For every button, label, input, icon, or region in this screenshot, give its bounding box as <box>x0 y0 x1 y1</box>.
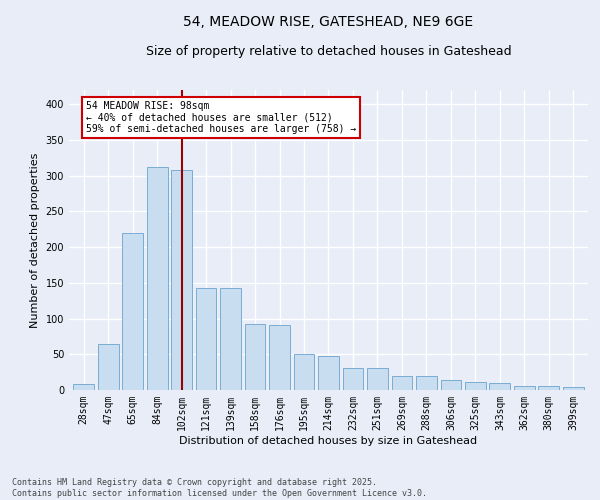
Text: Contains HM Land Registry data © Crown copyright and database right 2025.
Contai: Contains HM Land Registry data © Crown c… <box>12 478 427 498</box>
Bar <box>98 344 119 390</box>
Text: 54, MEADOW RISE, GATESHEAD, NE9 6GE: 54, MEADOW RISE, GATESHEAD, NE9 6GE <box>184 15 473 29</box>
Bar <box>392 376 412 390</box>
Bar <box>196 288 217 390</box>
Bar <box>490 383 510 390</box>
Bar <box>440 380 461 390</box>
X-axis label: Distribution of detached houses by size in Gateshead: Distribution of detached houses by size … <box>179 436 478 446</box>
Bar <box>465 382 486 390</box>
Bar <box>563 387 584 390</box>
Bar <box>538 386 559 390</box>
Bar <box>73 384 94 390</box>
Bar <box>367 368 388 390</box>
Bar <box>122 233 143 390</box>
Text: 54 MEADOW RISE: 98sqm
← 40% of detached houses are smaller (512)
59% of semi-det: 54 MEADOW RISE: 98sqm ← 40% of detached … <box>86 100 356 134</box>
Bar <box>269 325 290 390</box>
Bar <box>147 167 167 390</box>
Y-axis label: Number of detached properties: Number of detached properties <box>30 152 40 328</box>
Bar <box>220 288 241 390</box>
Bar <box>318 356 339 390</box>
Bar <box>514 386 535 390</box>
Bar <box>171 170 192 390</box>
Bar <box>343 368 364 390</box>
Bar <box>416 376 437 390</box>
Text: Size of property relative to detached houses in Gateshead: Size of property relative to detached ho… <box>146 45 511 58</box>
Bar <box>293 354 314 390</box>
Bar <box>245 324 265 390</box>
